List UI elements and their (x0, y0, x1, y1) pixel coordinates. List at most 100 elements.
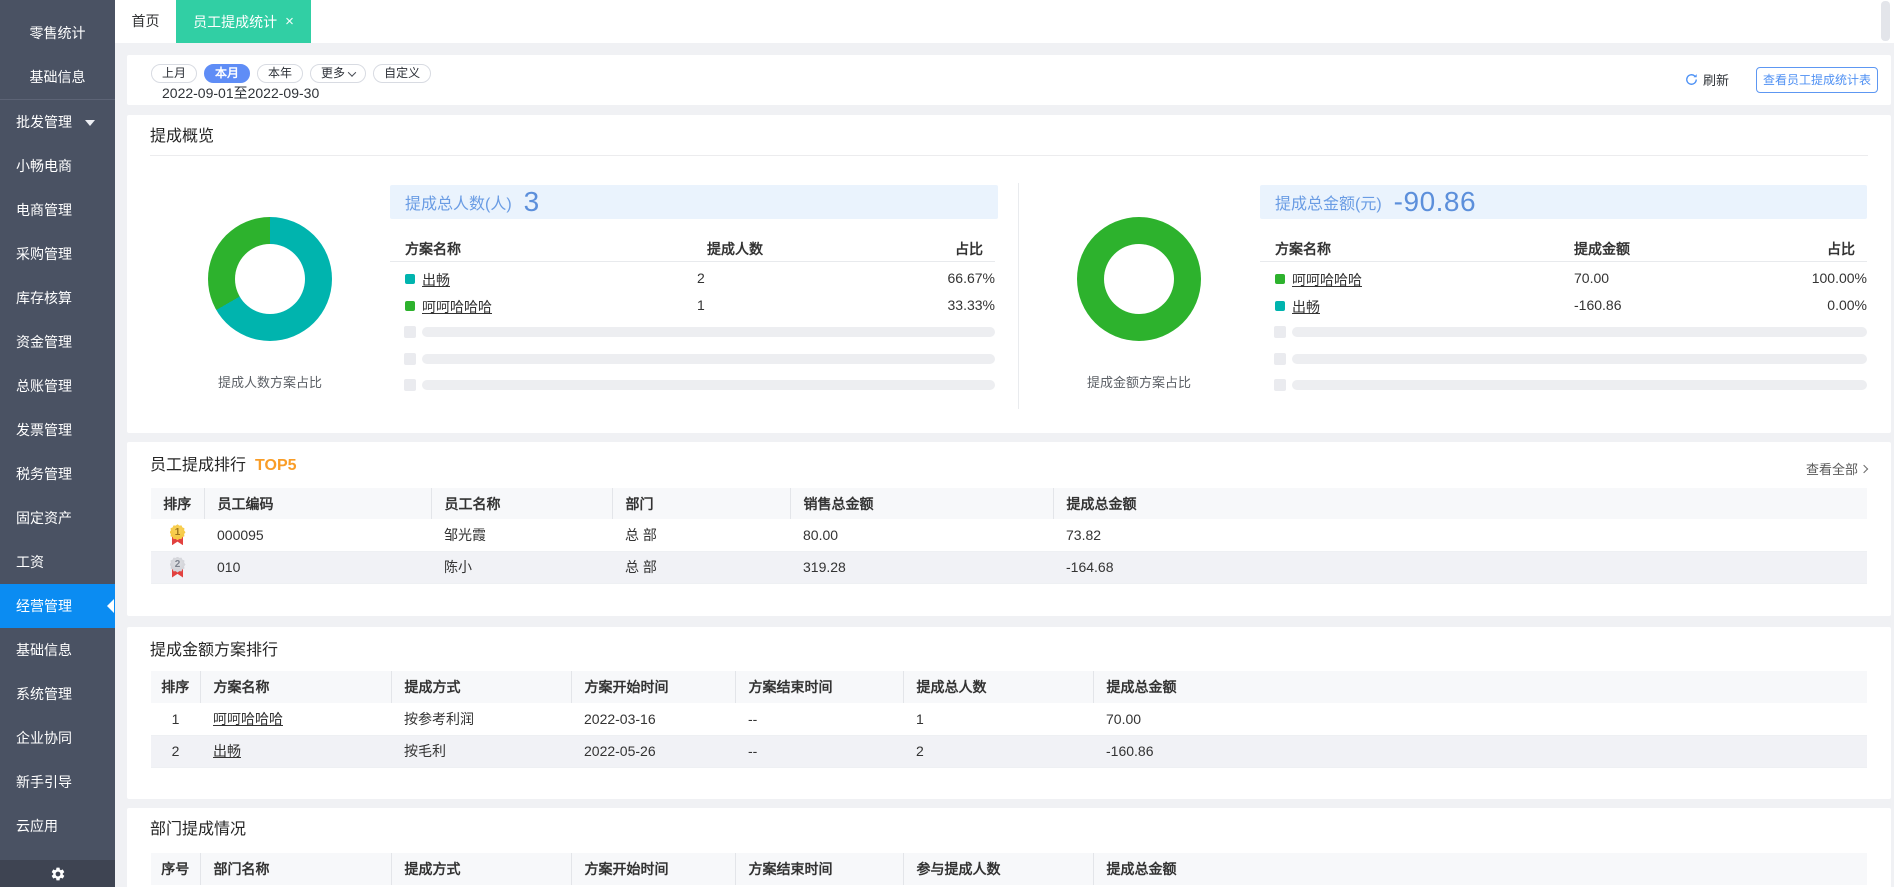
legend-swatch-teal (405, 274, 415, 284)
col-plan-name: 方案名称 (1275, 241, 1331, 257)
table-row: 1 呵呵哈哈哈 按参考利润 2022-03-16 -- 1 70.00 (151, 703, 1867, 736)
amount-value: 70.00 (1574, 270, 1610, 286)
silver-medal-icon: 2 (169, 556, 186, 578)
employee-sales: 80.00 (790, 519, 1053, 552)
plan-amount: -160.86 (1093, 735, 1867, 768)
sidebar-item-business-mgmt[interactable]: 经营管理 (0, 584, 115, 628)
legend-swatch-teal (1275, 301, 1285, 311)
sidebar-item-ecommerce-mgmt[interactable]: 电商管理 (16, 202, 72, 218)
plan-rank-table: 排序 方案名称 提成方式 方案开始时间 方案结束时间 提成总人数 提成总金额 1… (151, 671, 1867, 768)
skeleton-row (390, 379, 995, 392)
col-total-commission: 提成总金额 (1093, 853, 1867, 885)
col-rank: 排序 (151, 671, 201, 703)
sidebar-item-enterprise-collab[interactable]: 企业协同 (16, 730, 72, 746)
settings-bar[interactable] (0, 860, 115, 887)
view-all-link[interactable]: 查看全部 (1806, 459, 1869, 478)
vertical-scrollbar-thumb[interactable] (1881, 1, 1890, 41)
sidebar-item-basic-info-top[interactable]: 基础信息 (29, 69, 86, 85)
total-amount-band: 提成总金额(元) -90.86 (1260, 185, 1867, 219)
employee-commission: -164.68 (1053, 551, 1867, 584)
col-total-commission: 提成总金额 (1093, 671, 1867, 703)
pill-last-month[interactable]: 上月 (151, 64, 198, 83)
col-start-date: 方案开始时间 (571, 853, 736, 885)
view-report-button[interactable]: 查看员工提成统计表 (1755, 67, 1878, 93)
chevron-right-icon (1859, 464, 1869, 473)
skeleton-row (1260, 379, 1867, 392)
sidebar-item-system-mgmt[interactable]: 系统管理 (16, 686, 72, 702)
sidebar-item-ledger[interactable]: 总账管理 (16, 378, 72, 394)
col-method: 提成方式 (391, 853, 572, 885)
amount-plan-table: 方案名称 提成金额 占比 呵呵哈哈哈 70.00 100.00% 出畅 -160… (1260, 115, 1867, 433)
sidebar-item-tax[interactable]: 税务管理 (16, 466, 72, 482)
employee-dept: 总 部 (612, 519, 790, 552)
total-people-band: 提成总人数(人) 3 (390, 185, 998, 219)
legend-swatch-green (405, 301, 415, 311)
tab-employee-commission-stats[interactable]: 员工提成统计 × (176, 0, 311, 43)
table-row: 2 010 陈小 总 部 319.28 -164.68 (151, 551, 1867, 584)
col-department: 部门 (612, 488, 791, 519)
pill-more[interactable]: 更多 (310, 64, 367, 83)
pill-this-year[interactable]: 本年 (257, 64, 304, 83)
col-plan-name: 方案名称 (405, 241, 461, 257)
chevron-down-icon (347, 67, 357, 77)
skeleton-row (390, 353, 995, 366)
col-total-commission: 提成总金额 (1053, 488, 1867, 519)
col-employee-code: 员工编码 (204, 488, 432, 519)
sidebar-item-basic-info[interactable]: 基础信息 (16, 642, 72, 658)
sidebar-item-payroll[interactable]: 工资 (16, 554, 44, 570)
employee-rank-table: 排序 员工编码 员工名称 部门 销售总金额 提成总金额 1 000095 邹光霞… (151, 488, 1867, 584)
table-header: 方案名称 提成金额 占比 (1260, 235, 1867, 262)
employee-name: 陈小 (431, 551, 612, 584)
sidebar-item-invoice[interactable]: 发票管理 (16, 422, 72, 438)
plan-rank: 1 (151, 703, 200, 736)
plan-link[interactable]: 呵呵哈哈哈 (1292, 272, 1362, 288)
plan-link[interactable]: 出畅 (213, 743, 241, 759)
refresh-button[interactable]: 刷新 (1685, 70, 1729, 89)
close-icon[interactable]: × (285, 13, 294, 30)
commission-overview-card: 提成概览 提成人数方案占比 提成总人数(人) 3 方案名称 提成人数 占比 出畅 (127, 115, 1891, 433)
sidebar-item-funds[interactable]: 资金管理 (16, 334, 72, 350)
plan-link[interactable]: 呵呵哈哈哈 (213, 710, 283, 727)
table-header-row: 序号 部门名称 提成方式 方案开始时间 方案结束时间 参与提成人数 提成总金额 (151, 853, 1867, 885)
date-range-text: 2022-09-01至2022-09-30 (162, 85, 320, 101)
col-amount: 提成金额 (1574, 241, 1630, 257)
amount-value: -160.86 (1574, 297, 1622, 313)
sidebar-item-cloud-apps[interactable]: 云应用 (16, 818, 58, 834)
table-row: 1 000095 邹光霞 总 部 80.00 73.82 (151, 519, 1867, 552)
table-row: 呵呵哈哈哈 1 33.33% (390, 293, 995, 320)
skeleton-row (1260, 353, 1867, 366)
total-amount-label: 提成总金额(元) (1275, 196, 1382, 213)
pill-this-month[interactable]: 本月 (204, 64, 251, 83)
col-plan-name: 方案名称 (200, 671, 392, 703)
sidebar-divider (0, 99, 115, 100)
col-pct: 占比 (955, 241, 983, 257)
sidebar-item-fixed-assets[interactable]: 固定资产 (16, 510, 72, 526)
people-donut-chart (208, 217, 332, 341)
plan-method: 按毛利 (391, 735, 571, 768)
sidebar: 零售统计 基础信息 批发管理 小畅电商 电商管理 采购管理 库存核算 资金管理 … (0, 0, 115, 887)
plan-link[interactable]: 出畅 (422, 272, 450, 288)
col-start-date: 方案开始时间 (571, 671, 736, 703)
sidebar-item-wholesale[interactable]: 批发管理 (0, 100, 115, 144)
total-people-label: 提成总人数(人) (405, 196, 512, 213)
plan-link[interactable]: 呵呵哈哈哈 (422, 299, 492, 315)
sidebar-item-retail-stats[interactable]: 零售统计 (29, 25, 86, 41)
col-index: 序号 (151, 853, 201, 885)
sidebar-item-inventory[interactable]: 库存核算 (16, 290, 72, 306)
employee-rank-card: 员工提成排行 TOP5 查看全部 排序 员工编码 员工名称 部门 销售总金额 提成… (127, 442, 1891, 616)
col-participants: 参与提成人数 (903, 853, 1094, 885)
pill-custom[interactable]: 自定义 (373, 64, 432, 83)
employee-commission: 73.82 (1053, 519, 1867, 552)
section-title-plan-rank: 提成金额方案排行 (150, 642, 279, 659)
plan-link[interactable]: 出畅 (1292, 299, 1320, 315)
col-method: 提成方式 (391, 671, 572, 703)
people-count: 2 (697, 270, 705, 286)
gold-medal-icon: 1 (169, 524, 186, 546)
col-total-sales: 销售总金额 (790, 488, 1054, 519)
sidebar-item-purchase-mgmt[interactable]: 采购管理 (16, 246, 72, 262)
department-table: 序号 部门名称 提成方式 方案开始时间 方案结束时间 参与提成人数 提成总金额 (151, 853, 1867, 885)
sidebar-item-xiaochang-ecommerce[interactable]: 小畅电商 (16, 158, 72, 174)
sidebar-item-beginner-guide[interactable]: 新手引导 (16, 774, 72, 790)
employee-code: 010 (204, 551, 431, 584)
tab-home[interactable]: 首页 (131, 13, 160, 29)
